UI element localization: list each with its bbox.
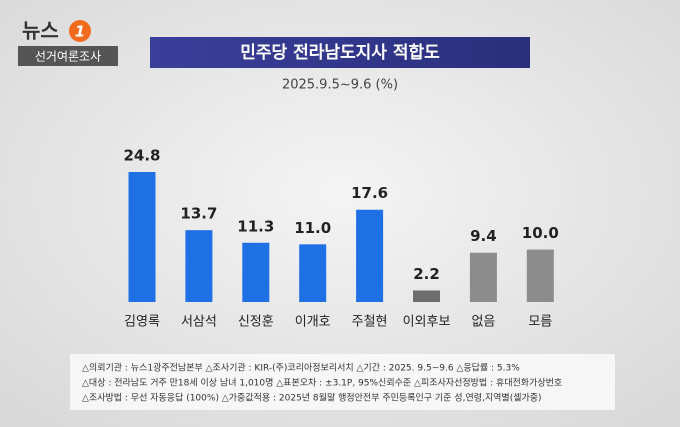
footnotes: △의뢰기관 : 뉴스1광주전남본부 △조사기관 : KIR-(주)코리아정보리서… [82, 362, 562, 404]
footnote: △조사방법 : 무선 자동응답 (100%) △가중값적용 : 2025년 8월… [82, 392, 542, 404]
category-label: 주철현 [352, 315, 388, 330]
value-label: 10.0 [522, 224, 559, 242]
bars: 24.8 김영록 13.7 서삼석 11.3 신정훈 11.0 이개호 17.6 주철현 2.2 이외… [123, 147, 558, 330]
bar [469, 252, 497, 302]
value-label: 11.3 [237, 217, 274, 235]
value-label: 11.0 [294, 219, 331, 237]
value-label: 2.2 [413, 265, 440, 283]
brand: 뉴스 [22, 19, 59, 43]
category-label: 신정훈 [238, 315, 274, 330]
title-box [150, 37, 530, 68]
footnote-box [70, 354, 615, 410]
category-label: 이외후보 [403, 315, 451, 330]
bar [128, 172, 156, 302]
bar [299, 244, 327, 302]
value-label: 13.7 [180, 205, 217, 223]
category-label: 서삼석 [181, 315, 217, 330]
category-label: 모름 [528, 315, 552, 330]
footnote: △의뢰기관 : 뉴스1광주전남본부 △조사기관 : KIR-(주)코리아정보리서… [82, 362, 520, 374]
category-label: 없음 [471, 315, 495, 330]
subtitle: 2025.9.5~9.6 (%) [282, 78, 398, 93]
value-label: 9.4 [470, 227, 497, 245]
bar [356, 209, 384, 302]
bar [242, 242, 270, 302]
value-label: 24.8 [123, 147, 160, 165]
section: 선거여론조사 [35, 50, 101, 64]
bar [526, 249, 554, 302]
bar [413, 290, 440, 302]
value-label: 17.6 [351, 184, 388, 202]
chart-title: 민주당 전라남도지사 적합도 [240, 42, 440, 63]
brand-number: 1 [75, 23, 85, 41]
brand-badge [69, 20, 91, 42]
category-label: 김영록 [124, 315, 160, 330]
bar [185, 230, 213, 302]
footnote: △대상 : 전라남도 거주 만18세 이상 남녀 1,010명 △표본오차 : … [82, 377, 562, 389]
section-box [18, 46, 118, 66]
category-label: 이개호 [295, 315, 331, 330]
